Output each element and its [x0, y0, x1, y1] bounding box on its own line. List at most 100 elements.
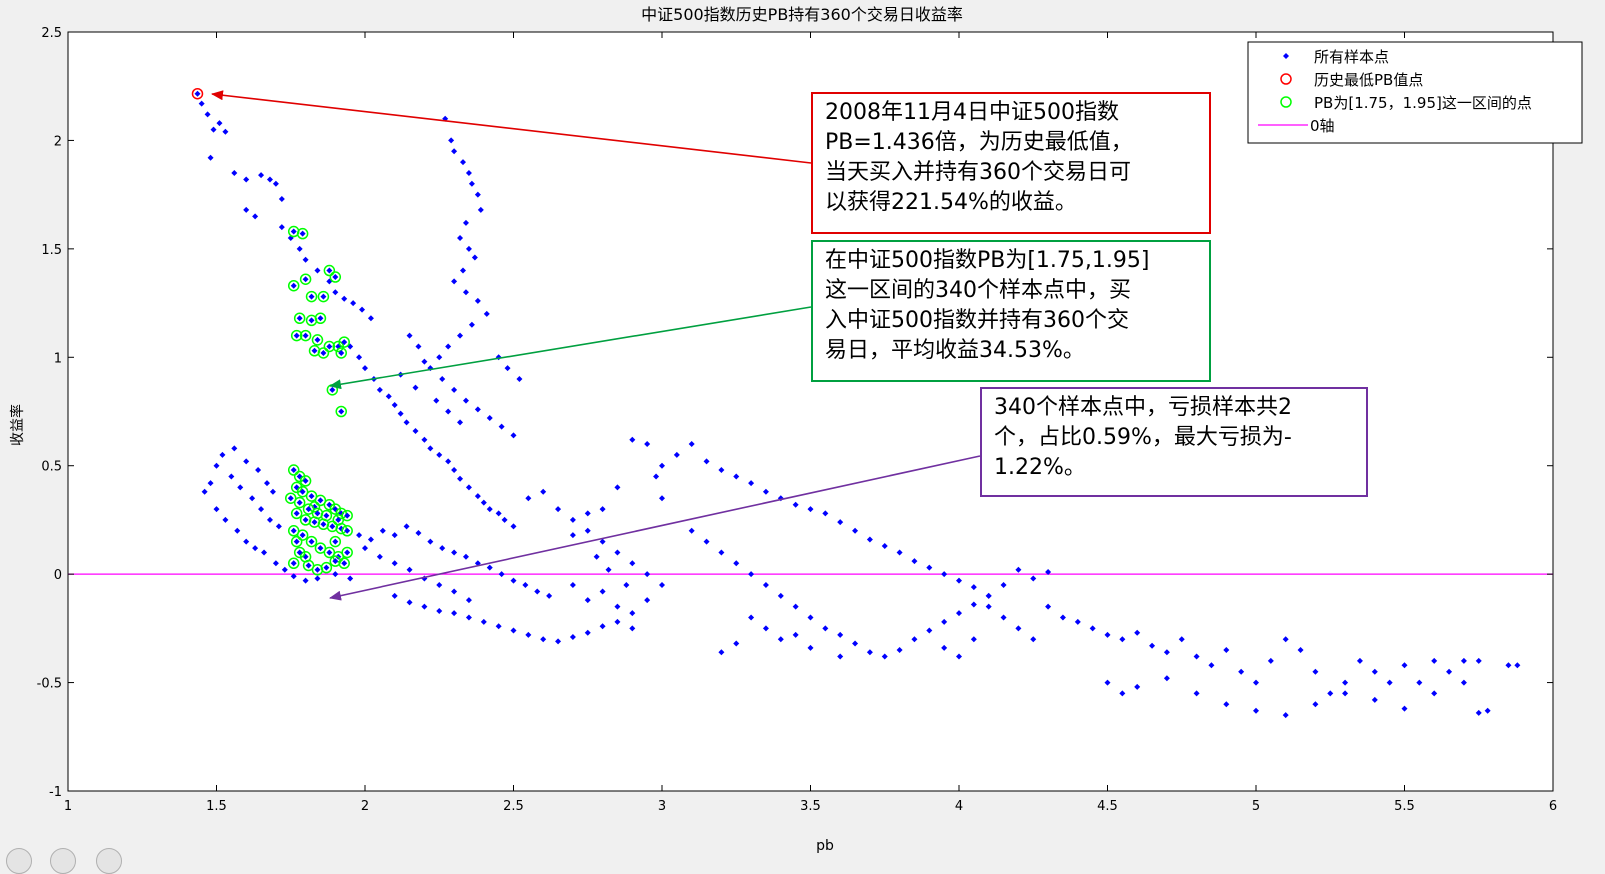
sample-point [837, 631, 844, 638]
range-point-center [314, 336, 321, 343]
range-point [317, 290, 330, 303]
sample-point [412, 428, 419, 435]
range-point-center [326, 343, 333, 350]
range-point [287, 464, 300, 476]
sample-point [243, 538, 250, 545]
sample-point [985, 603, 992, 610]
sample-point [255, 467, 262, 474]
sample-point [926, 564, 933, 571]
x-tick-label: 2 [361, 799, 369, 814]
sample-point [1223, 647, 1230, 654]
sample-point [614, 484, 621, 491]
sample-point [1015, 625, 1022, 632]
sample-point [1134, 629, 1141, 636]
sample-point [498, 571, 505, 578]
sample-point [911, 636, 918, 643]
sample-point [762, 581, 769, 588]
sample-point [302, 256, 309, 263]
sample-point [1267, 657, 1274, 664]
annotation-pb-range: 在中证500指数PB为[1.75,1.95] 这一区间的340个样本点中，买 入… [811, 240, 1211, 382]
range-point-center [293, 538, 300, 545]
sample-point [451, 588, 458, 595]
sample-point [391, 532, 398, 539]
sample-point [837, 653, 844, 660]
sample-point [451, 610, 458, 617]
sample-point [278, 224, 285, 231]
sample-point [439, 545, 446, 552]
sample-point [1089, 625, 1096, 632]
sample-point [480, 499, 487, 506]
x-tick-label: 4.5 [1097, 799, 1118, 814]
sample-point [367, 315, 374, 322]
range-point [311, 507, 324, 520]
annotation-arrows [211, 90, 981, 601]
sample-point [234, 527, 241, 534]
range-point [314, 312, 327, 325]
sample-point [941, 618, 948, 625]
annotation-line: PB=1.436倍，为历史最低值， [825, 130, 1133, 155]
sample-point [302, 577, 309, 584]
sample-point [281, 566, 288, 573]
range-point-center [308, 538, 315, 545]
sample-point [569, 532, 576, 539]
sample-point [474, 493, 481, 500]
sample-point [629, 625, 636, 632]
range-point-center [299, 488, 306, 495]
annotation-line: 这一区间的340个样本点中，买 [825, 278, 1131, 303]
range-point [299, 475, 312, 487]
sample-point [540, 488, 547, 495]
sample-point [970, 601, 977, 608]
range-point-center [299, 230, 306, 237]
sample-point [495, 623, 502, 630]
sample-point [1253, 679, 1259, 686]
sample-point [391, 401, 398, 408]
sample-point [703, 538, 710, 545]
legend-box [1247, 41, 1583, 144]
range-point-center [341, 560, 348, 567]
sample-point [451, 148, 458, 155]
sample-point [359, 306, 366, 313]
sample-point [534, 588, 541, 595]
sample-point [1059, 614, 1066, 621]
arrow-loss [329, 455, 981, 601]
toolbar-rotate-button[interactable] [96, 848, 122, 874]
sample-point [376, 386, 383, 393]
arrow-range [329, 306, 812, 390]
toolbar-zoom-button[interactable] [6, 848, 32, 874]
sample-point [1386, 679, 1393, 686]
sample-point [403, 523, 410, 530]
range-point [341, 546, 353, 559]
sample-point [278, 195, 285, 202]
annotation-min-pb: 2008年11月4日中证500指数 PB=1.436倍，为历史最低值， 当天买入… [811, 92, 1211, 234]
sample-point [1253, 707, 1259, 714]
sample-point [1149, 642, 1156, 649]
sample-point [272, 180, 279, 187]
sample-point [569, 516, 576, 523]
range-point-center [323, 564, 330, 571]
range-point [287, 525, 300, 537]
sample-point [213, 506, 220, 513]
sample-point [290, 573, 297, 580]
toolbar-pan-button[interactable] [50, 848, 76, 874]
x-tick-label: 3.5 [800, 799, 821, 814]
sample-point [985, 592, 992, 599]
chart-title: 中证500指数历史PB持有360个交易日收益率 [641, 5, 963, 24]
sample-point [584, 510, 591, 517]
range-point-center [311, 519, 318, 526]
range-point-center [290, 560, 297, 567]
sample-point [1460, 657, 1467, 664]
sample-point [599, 538, 606, 545]
y-tick-label: -0.5 [37, 677, 62, 692]
sample-point [629, 436, 636, 443]
sample-point [970, 636, 977, 643]
range-point [293, 546, 306, 559]
sample-point [314, 267, 321, 274]
sample-point [1431, 657, 1438, 664]
sample-point [510, 577, 517, 584]
sample-point [243, 176, 250, 183]
sample-point [1030, 575, 1037, 582]
sample-point [525, 631, 532, 638]
range-point [317, 347, 330, 359]
sample-point [216, 120, 223, 127]
range-point-center [308, 317, 315, 324]
